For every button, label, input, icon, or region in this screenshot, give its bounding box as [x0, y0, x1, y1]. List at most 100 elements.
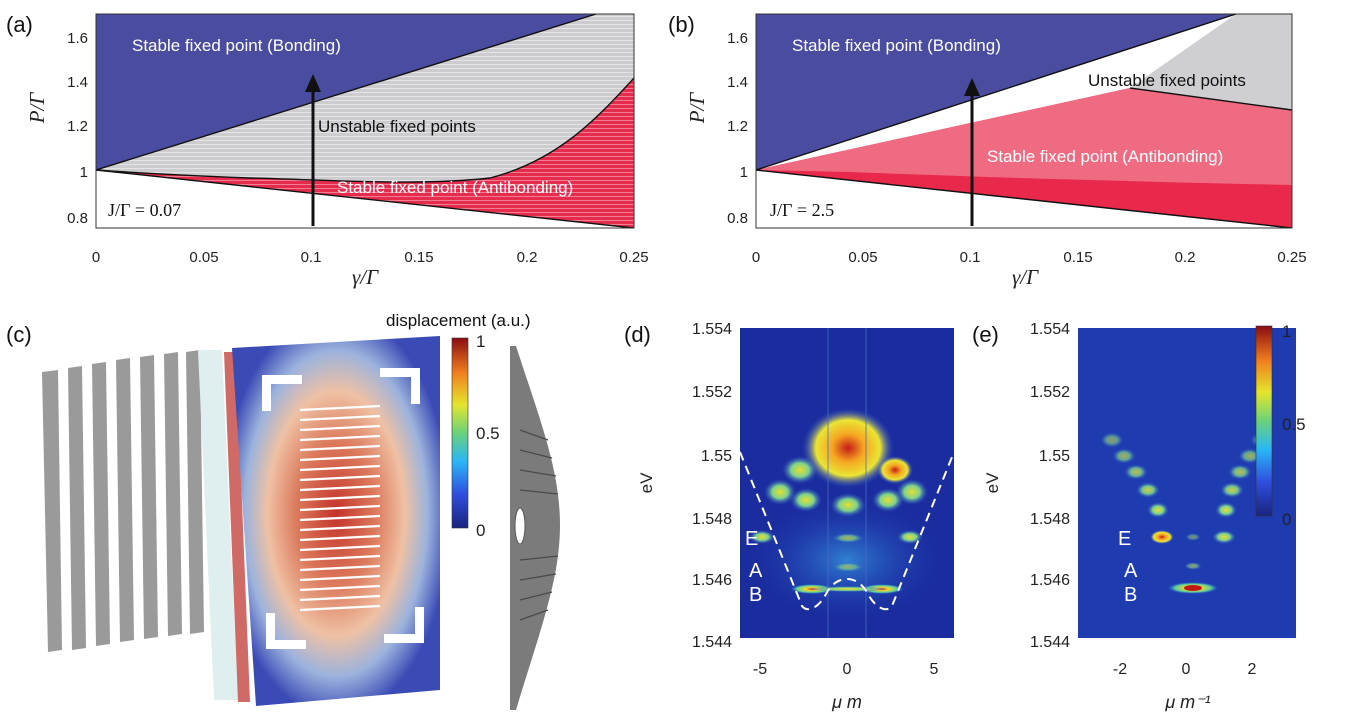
panel-label-a: (a): [6, 12, 33, 37]
xtick-a-1: 0.05: [189, 249, 218, 266]
colorbar-e-tick-0: 1: [1282, 322, 1291, 341]
panel-c: (c): [6, 311, 560, 710]
xtick-b-1: 0.05: [848, 249, 877, 266]
xtick-e-2: 2: [1248, 661, 1257, 678]
mode-label-e-a: A: [1124, 560, 1138, 582]
region-antibonding-a: [96, 78, 634, 228]
xticks-d: -5 0 5: [753, 661, 939, 678]
spectrum-d: [749, 408, 928, 594]
spectrum-e: [1100, 432, 1274, 594]
ytick-e-2: 1.55: [1039, 448, 1070, 465]
xtick-d-2: 5: [930, 661, 939, 678]
membrane-corners: [262, 368, 424, 649]
xlabel-d: μ m: [831, 692, 862, 712]
ytick-b-2: 1.2: [727, 118, 748, 135]
grating: [42, 350, 250, 702]
label-antibonding-b: Stable fixed point (Antibonding): [987, 147, 1223, 166]
ytick-b-1: 1: [740, 164, 748, 181]
dispersion-curve-d: [739, 451, 955, 611]
label-antibonding-a: Stable fixed point (Antibonding): [337, 178, 573, 197]
ytick-e-5: 1.544: [1030, 634, 1070, 651]
xtick-e-0: -2: [1113, 661, 1127, 678]
xlabel-e: μ m⁻¹: [1164, 692, 1210, 712]
label-unstable-a: Unstable fixed points: [318, 117, 476, 136]
ytick-e-3: 1.548: [1030, 511, 1070, 528]
xtick-d-0: -5: [753, 661, 767, 678]
label-unstable-b: Unstable fixed points: [1088, 71, 1246, 90]
membrane-stripes: [299, 404, 381, 612]
xtick-a-4: 0.2: [517, 249, 538, 266]
ytick-a-3: 1.4: [67, 74, 88, 91]
ylabel-b: P/Γ: [685, 92, 709, 125]
ytick-d-2: 1.55: [701, 448, 732, 465]
ytick-a-1: 1: [80, 164, 88, 181]
ylabel-a: P/Γ: [25, 92, 49, 125]
colorbar-c-tick-1: 0.5: [476, 424, 500, 443]
ylabel-d: eV: [637, 472, 656, 493]
panel-e: (e) E A B 1 0.5 0 1.554: [972, 321, 1306, 712]
xtick-b-2: 0.1: [960, 249, 981, 266]
colorbar-c-tick-0: 1: [476, 332, 485, 351]
xtick-a-2: 0.1: [301, 249, 322, 266]
mode-label-d-b: B: [749, 584, 762, 606]
xtick-e-1: 0: [1182, 661, 1191, 678]
label-bonding-a: Stable fixed point (Bonding): [132, 36, 341, 55]
xtick-a-0: 0: [92, 249, 100, 266]
panel-d: (d) E A B 1.554 1.552: [624, 321, 955, 712]
region-unstable-a: [96, 14, 634, 183]
colorbar-e-tick-1: 0.5: [1282, 415, 1306, 434]
ytick-b-3: 1.4: [727, 74, 748, 91]
xticks-e: -2 0 2: [1113, 661, 1257, 678]
xlabel-b: γ/Γ: [1012, 265, 1039, 289]
ytick-b-4: 1.6: [727, 30, 748, 47]
ytick-e-1: 1.552: [1030, 384, 1070, 401]
mode-label-e-e: E: [1118, 528, 1131, 550]
panel-a: (a) Stable fixed point (Bonding) Unstabl…: [6, 12, 649, 289]
colorbar-c-tick-2: 0: [476, 521, 485, 540]
panel-label-c: (c): [6, 322, 32, 347]
mode-label-d-a: A: [749, 560, 763, 582]
ytick-e-0: 1.554: [1030, 321, 1070, 338]
panel-label-d: (d): [624, 322, 651, 347]
colorbar-title-c: displacement (a.u.): [386, 311, 531, 330]
ytick-a-0: 0.8: [67, 210, 88, 227]
ytick-a-2: 1.2: [67, 118, 88, 135]
colorbar-c: [451, 337, 469, 529]
xtick-b-4: 0.2: [1175, 249, 1196, 266]
label-bonding-b: Stable fixed point (Bonding): [792, 36, 1001, 55]
panel-label-b: (b): [668, 12, 695, 37]
colorbar-e-tick-2: 0: [1282, 510, 1291, 529]
membrane: [232, 336, 440, 706]
xtick-b-5: 0.25: [1277, 249, 1306, 266]
ytick-d-3: 1.548: [692, 511, 732, 528]
ytick-d-0: 1.554: [692, 321, 732, 338]
panel-b: (b) Stable fixed point (Bonding) Unstabl…: [668, 12, 1307, 289]
colorbar-e: [1255, 325, 1273, 517]
yticks-a: 0.8 1 1.2 1.4 1.6: [67, 30, 88, 227]
yticks-d: 1.554 1.552 1.55 1.548 1.546 1.544: [692, 321, 732, 651]
xticks-a: 0 0.05 0.1 0.15 0.2 0.25: [92, 249, 649, 266]
mode-label-e-b: B: [1124, 584, 1137, 606]
ytick-d-5: 1.544: [692, 634, 732, 651]
ytick-d-1: 1.552: [692, 384, 732, 401]
ytick-b-0: 0.8: [727, 210, 748, 227]
yticks-b: 0.8 1 1.2 1.4 1.6: [727, 30, 748, 227]
ytick-a-4: 1.6: [67, 30, 88, 47]
mode-label-d-e: E: [745, 528, 758, 550]
ytick-d-4: 1.546: [692, 572, 732, 589]
ytick-e-4: 1.546: [1030, 572, 1070, 589]
xlabel-a: γ/Γ: [352, 265, 379, 289]
xtick-b-0: 0: [752, 249, 760, 266]
yticks-e: 1.554 1.552 1.55 1.548 1.546 1.544: [1030, 321, 1070, 651]
xticks-b: 0 0.05 0.1 0.15 0.2 0.25: [752, 249, 1307, 266]
xtick-a-5: 0.25: [619, 249, 648, 266]
param-a: J/Γ = 0.07: [108, 200, 181, 220]
panel-label-e: (e): [972, 322, 999, 347]
xtick-b-3: 0.15: [1063, 249, 1092, 266]
param-b: J/Γ = 2.5: [770, 200, 834, 220]
xtick-a-3: 0.15: [404, 249, 433, 266]
region-unstable-b: [1130, 14, 1292, 110]
xtick-d-1: 0: [843, 661, 852, 678]
ylabel-e: eV: [983, 472, 1002, 493]
